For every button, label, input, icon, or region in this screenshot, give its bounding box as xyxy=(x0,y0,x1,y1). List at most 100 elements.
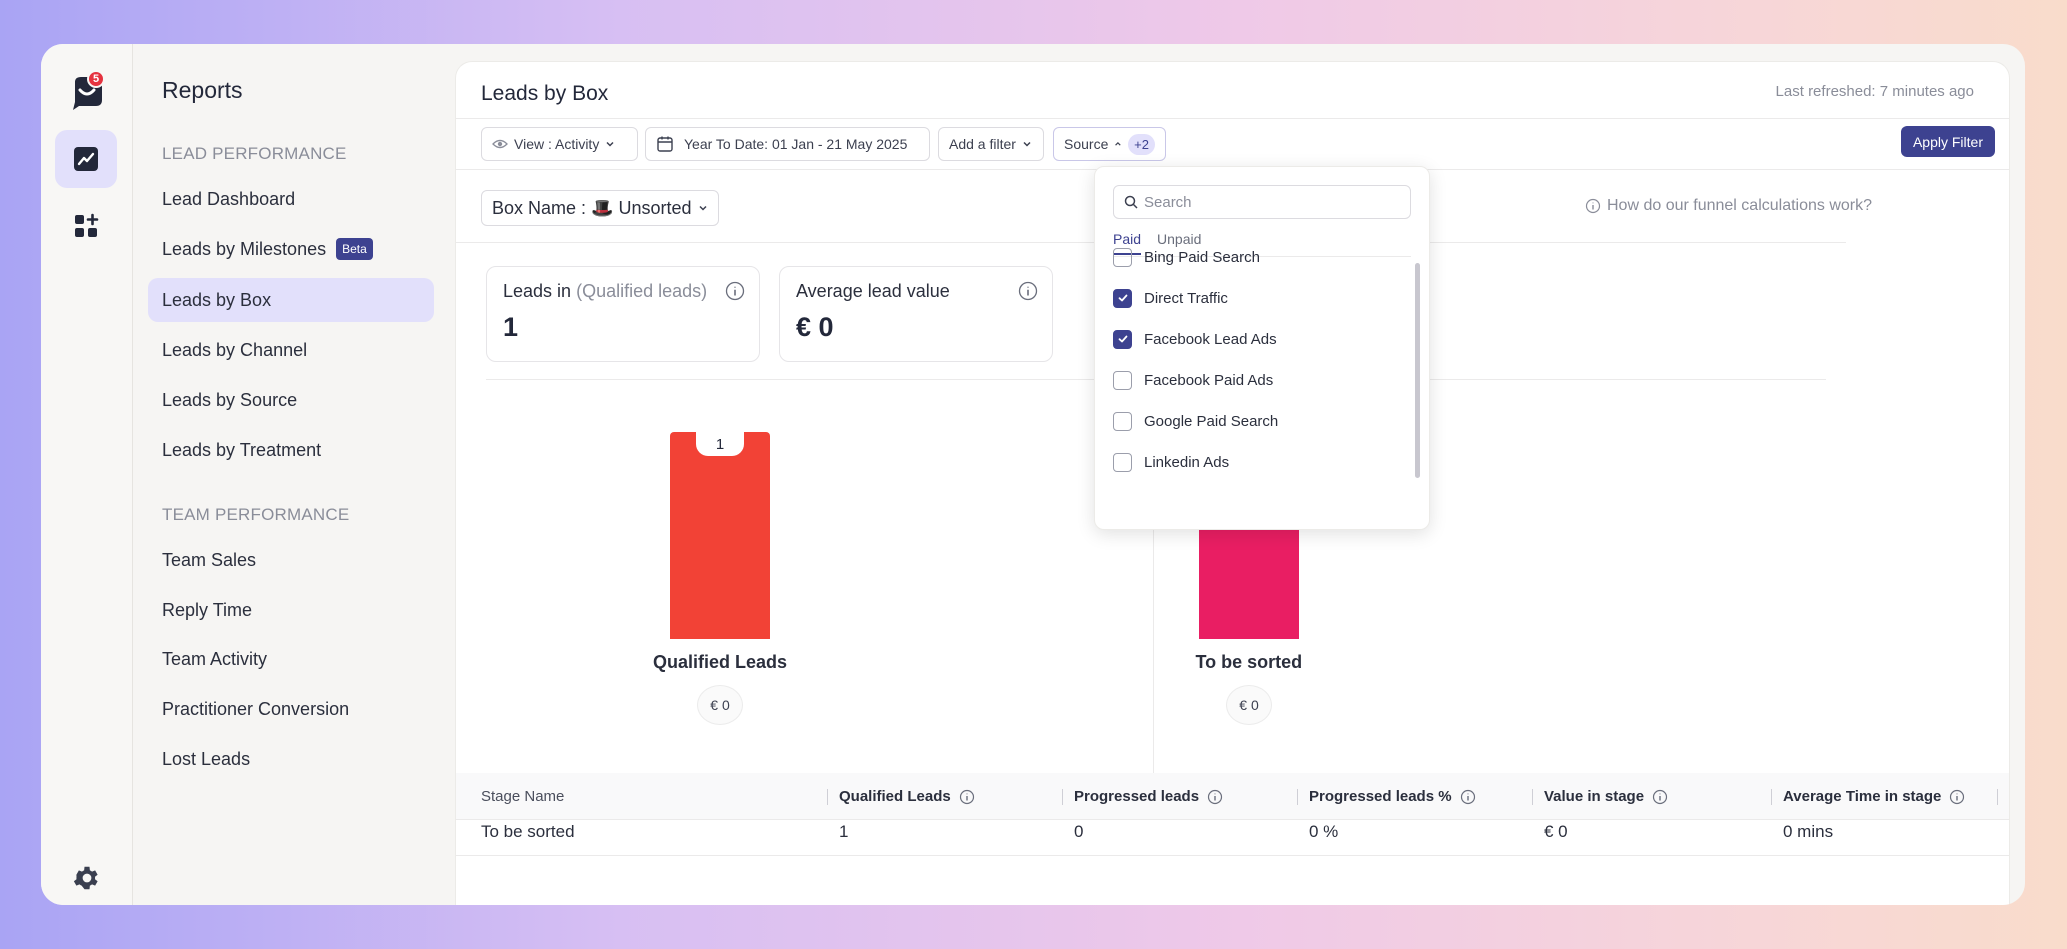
source-option[interactable]: Direct Traffic xyxy=(1113,287,1228,309)
sidebar-item-label: Leads by Source xyxy=(162,389,298,410)
column-header-value-in-stage[interactable]: Value in stage xyxy=(1544,788,1668,805)
source-extra-count: +2 xyxy=(1128,133,1155,155)
box-name-label: Box Name : 🎩 Unsorted xyxy=(492,197,692,218)
info-icon xyxy=(1950,789,1965,804)
source-filter-label: Source xyxy=(1064,136,1109,152)
checkbox[interactable] xyxy=(1113,411,1132,431)
sidebar-item-label: Practitioner Conversion xyxy=(162,698,350,719)
add-apps-icon xyxy=(75,213,99,237)
source-search[interactable] xyxy=(1113,185,1411,219)
source-option-label: Google Paid Search xyxy=(1144,412,1279,430)
chevron-down-icon xyxy=(698,205,707,211)
chevron-down-icon xyxy=(1023,141,1031,147)
bar-category-label: To be sorted xyxy=(1195,652,1303,672)
source-option[interactable]: Linkedin Ads xyxy=(1113,451,1229,473)
bar-money-value: € 0 xyxy=(697,685,743,725)
sidebar-item-leads-by-source[interactable]: Leads by Source xyxy=(148,378,434,422)
last-refreshed: Last refreshed: 7 minutes ago xyxy=(1775,83,1974,100)
column-separator[interactable] xyxy=(1297,789,1298,805)
main-panel: Leads by Box Last refreshed: 7 minutes a… xyxy=(456,62,2009,905)
sidebar-item-label: Lost Leads xyxy=(162,748,251,769)
sidebar-item-leads-by-milestones[interactable]: Leads by Milestones Beta xyxy=(148,227,434,271)
box-name-selector[interactable]: Box Name : 🎩 Unsorted xyxy=(481,190,719,226)
bar-money-value: € 0 xyxy=(1226,685,1272,725)
source-option[interactable]: Bing Paid Search xyxy=(1113,246,1260,268)
column-header-progressed-leads-percent[interactable]: Progressed leads % xyxy=(1309,788,1476,805)
column-header-progressed-leads[interactable]: Progressed leads xyxy=(1074,788,1223,805)
source-option[interactable]: Facebook Lead Ads xyxy=(1113,328,1277,350)
info-icon xyxy=(1460,789,1475,804)
check-icon xyxy=(1118,335,1127,343)
sidebar-item-practitioner-conversion[interactable]: Practitioner Conversion xyxy=(148,687,434,731)
source-option-label: Facebook Lead Ads xyxy=(1144,330,1277,348)
info-icon[interactable] xyxy=(1018,281,1038,301)
info-icon xyxy=(1585,198,1601,214)
sidebar-item-leads-by-channel[interactable]: Leads by Channel xyxy=(148,328,434,372)
column-separator[interactable] xyxy=(1771,789,1772,805)
view-selector[interactable]: View : Activity xyxy=(481,127,638,161)
add-filter-label: Add a filter xyxy=(949,136,1016,152)
sidebar-item-leads-by-box[interactable]: Leads by Box xyxy=(148,278,434,322)
info-icon[interactable] xyxy=(725,281,745,301)
source-option[interactable]: Google Paid Search xyxy=(1113,410,1278,432)
gear-icon[interactable] xyxy=(72,863,102,893)
info-icon xyxy=(959,789,974,804)
column-header-average-time[interactable]: Average Time in stage xyxy=(1783,788,1965,805)
checkbox-checked[interactable] xyxy=(1113,288,1132,308)
notification-badge: 5 xyxy=(87,70,105,88)
cell-progressed-percent: 0 % xyxy=(1309,822,1339,841)
sidebar-item-lead-dashboard[interactable]: Lead Dashboard xyxy=(148,177,434,221)
sidebar-item-lost-leads[interactable]: Lost Leads xyxy=(148,737,434,781)
source-option[interactable]: Facebook Paid Ads xyxy=(1113,369,1273,391)
checkbox-checked[interactable] xyxy=(1113,329,1132,349)
column-separator[interactable] xyxy=(1532,789,1533,805)
apply-filter-button[interactable]: Apply Filter xyxy=(1900,126,1995,157)
row-divider xyxy=(456,855,2009,856)
tab-unpaid[interactable]: Unpaid xyxy=(1157,231,1202,247)
view-label: View : Activity xyxy=(514,136,600,152)
column-separator[interactable] xyxy=(827,789,828,805)
sidebar-item-label: Leads by Channel xyxy=(162,339,308,360)
reports-nav-button[interactable] xyxy=(55,130,117,188)
eye-icon xyxy=(492,139,508,149)
column-header-qualified-leads[interactable]: Qualified Leads xyxy=(839,788,975,805)
source-filter-button[interactable]: Source +2 xyxy=(1053,127,1166,161)
sidebar-item-label: Lead Dashboard xyxy=(162,188,296,209)
sidebar-item-team-sales[interactable]: Team Sales xyxy=(148,538,434,582)
cell-qualified-leads: 1 xyxy=(839,822,849,841)
sidebar-item-label: Leads by Box xyxy=(162,289,272,310)
column-header-stage-name[interactable]: Stage Name xyxy=(481,788,564,805)
calendar-icon xyxy=(657,136,673,152)
tab-paid[interactable]: Paid xyxy=(1113,231,1142,255)
column-header-label: Average Time in stage xyxy=(1783,788,1942,805)
source-dropdown: Paid Unpaid Bing Paid Search Direct Traff… xyxy=(1094,166,1430,530)
add-widget-nav-button[interactable] xyxy=(55,197,117,255)
add-filter-button[interactable]: Add a filter xyxy=(938,127,1044,161)
checkbox[interactable] xyxy=(1113,370,1132,390)
sidebar-item-label: Team Sales xyxy=(162,549,257,570)
sidebar-item-reply-time[interactable]: Reply Time xyxy=(148,588,434,632)
kpi-label-text: Leads in xyxy=(503,281,572,301)
column-divider xyxy=(1153,380,1154,790)
checkbox[interactable] xyxy=(1113,247,1132,267)
sidebar-item-leads-by-treatment[interactable]: Leads by Treatment xyxy=(148,428,434,472)
kpi-average-lead-value: Average lead value € 0 xyxy=(779,266,1053,362)
sidebar-title: Reports xyxy=(162,77,243,103)
funnel-bar[interactable] xyxy=(670,432,770,639)
checkbox[interactable] xyxy=(1113,452,1132,472)
date-range-selector[interactable]: Year To Date: 01 Jan - 21 May 2025 xyxy=(645,127,930,161)
column-separator[interactable] xyxy=(1062,789,1063,805)
search-input[interactable] xyxy=(1144,193,1404,211)
chevron-down-icon xyxy=(606,141,614,147)
scrollbar[interactable] xyxy=(1415,263,1420,478)
funnel-help-link[interactable]: How do our funnel calculations work? xyxy=(1585,197,1872,215)
section-lead-performance: LEAD PERFORMANCE xyxy=(162,144,347,163)
source-tabs: Paid Unpaid xyxy=(1113,231,1201,255)
cell-average-time: 0 mins xyxy=(1783,822,1834,841)
source-option-label: Direct Traffic xyxy=(1144,289,1228,307)
column-header-label: Qualified Leads xyxy=(839,788,951,805)
column-header-label: Progressed leads xyxy=(1074,788,1200,805)
column-separator[interactable] xyxy=(1997,789,1998,805)
sidebar-item-team-activity[interactable]: Team Activity xyxy=(148,637,434,681)
bar-category-label: Qualified Leads xyxy=(653,652,788,672)
